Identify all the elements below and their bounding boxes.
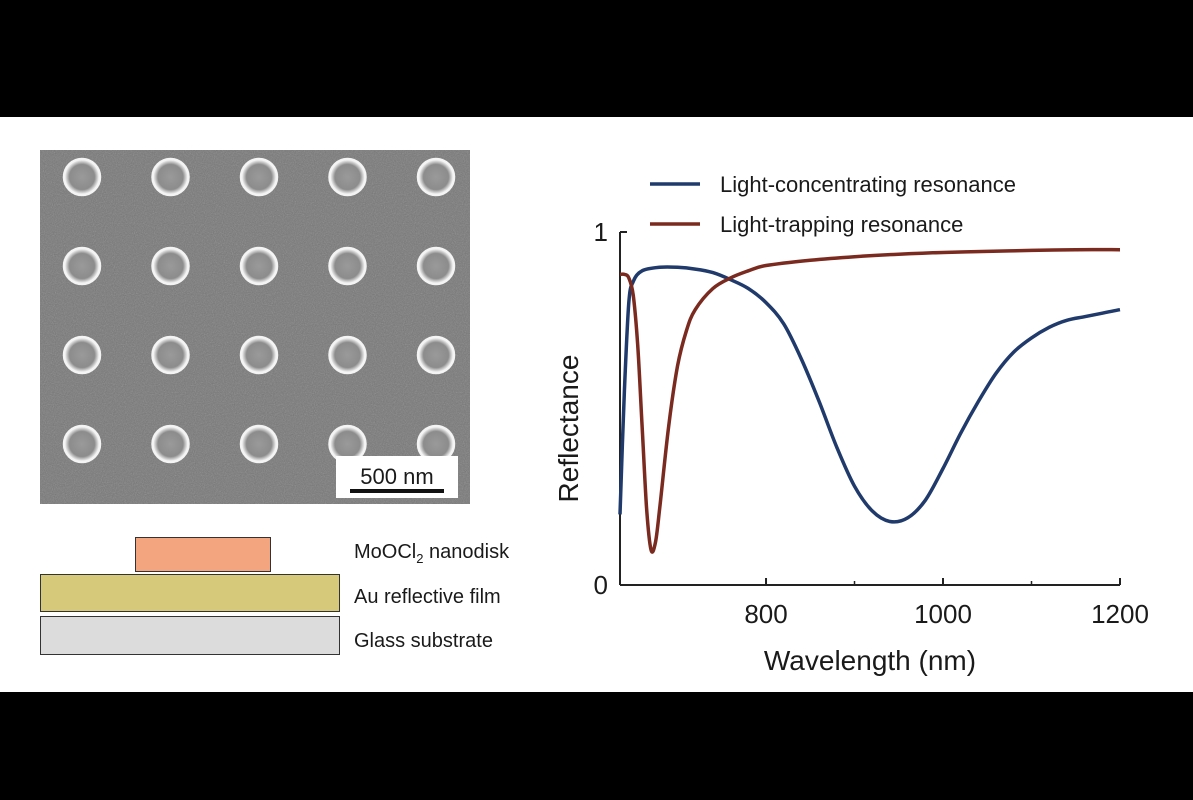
scale-bar-line — [350, 489, 444, 493]
nanodisk — [239, 335, 279, 375]
sem-micrograph: 500 nm — [40, 150, 470, 504]
sem-image: 500 nm — [40, 150, 470, 504]
nanodisk — [239, 246, 279, 286]
nanodisk — [62, 424, 102, 464]
series-line-0 — [618, 265, 1121, 524]
au-film-label: Au reflective film — [354, 586, 501, 608]
nanodisk-array — [62, 157, 456, 464]
nanodisk — [416, 157, 456, 197]
x-axis-label: Wavelength (nm) — [764, 645, 976, 676]
chart-legend: Light-concentrating resonance Light-trapp… — [650, 172, 1016, 237]
chart-tick-labels: 800 1000 1200 0 1 — [594, 217, 1149, 629]
y-tick-label: 1 — [594, 217, 608, 247]
nanodisk — [416, 335, 456, 375]
nanodisk — [62, 157, 102, 197]
nanodisk — [151, 424, 190, 464]
legend-label-0: Light-concentrating resonance — [720, 172, 1016, 197]
y-tick-label: 0 — [594, 570, 608, 600]
nanodisk-layer — [135, 537, 271, 572]
nanodisk — [151, 335, 190, 375]
nanodisk-label: MoOCl2 nanodisk — [354, 541, 510, 566]
nanodisk — [239, 157, 279, 197]
nanodisk — [62, 335, 102, 375]
au-film-layer — [40, 574, 340, 612]
x-tick-label: 1000 — [914, 599, 972, 629]
glass-substrate-label: Glass substrate — [354, 630, 493, 652]
series-line-1 — [619, 247, 1121, 554]
layer-stack-schematic: MoOCl2 nanodisk Au reflective film Glass… — [38, 535, 558, 660]
reflectance-chart: Light-concentrating resonance Light-trapp… — [553, 172, 1149, 676]
nanodisk — [328, 246, 367, 286]
legend-label-1: Light-trapping resonance — [720, 212, 963, 237]
nanodisk — [62, 246, 102, 286]
x-tick-label: 1200 — [1091, 599, 1149, 629]
scale-bar-label: 500 nm — [360, 464, 433, 489]
nanodisk — [328, 157, 367, 197]
chart-series — [618, 247, 1121, 554]
chart-axes — [619, 231, 1121, 586]
y-axis-label: Reflectance — [553, 355, 584, 503]
scale-bar: 500 nm — [336, 456, 458, 498]
x-tick-label: 800 — [744, 599, 787, 629]
nanodisk — [328, 335, 367, 375]
nanodisk — [416, 246, 456, 286]
nanodisk — [239, 424, 279, 464]
glass-substrate-layer — [40, 616, 340, 655]
nanodisk — [151, 157, 190, 197]
nanodisk — [151, 246, 190, 286]
